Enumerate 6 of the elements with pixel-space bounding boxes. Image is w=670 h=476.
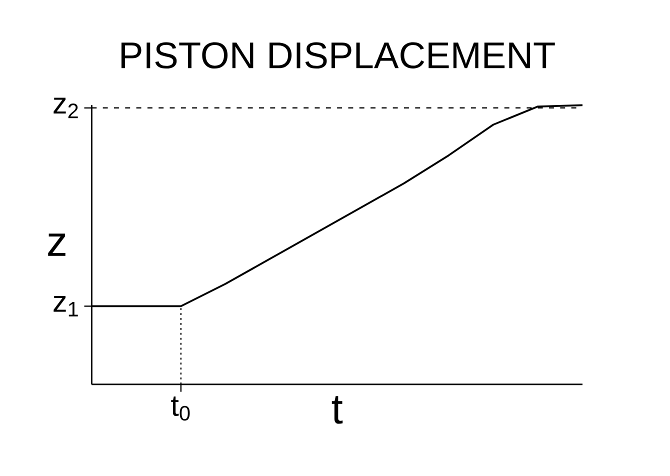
chart-title: PISTON DISPLACEMENT (121, 42, 555, 69)
text: z$_{1}$ (54, 296, 78, 316)
text: t$_{0}$ (171, 396, 190, 421)
ref-line-label: z$_{2}$ (54, 98, 78, 118)
x-axis-title: t (332, 396, 343, 424)
y-axis-title: z (48, 234, 66, 256)
